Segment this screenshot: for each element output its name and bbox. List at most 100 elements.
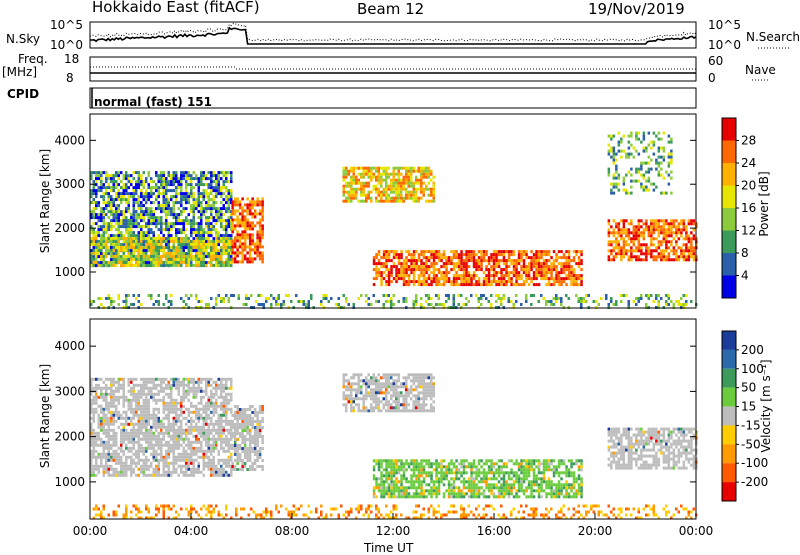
power-cell — [668, 153, 671, 156]
velocity-cell — [113, 423, 116, 426]
power-cell — [220, 195, 223, 198]
power-cell — [533, 262, 536, 265]
power-cell — [573, 259, 576, 262]
power-cell — [388, 250, 391, 253]
power-cell — [635, 168, 638, 171]
power-cell — [208, 177, 211, 180]
power-cell — [150, 195, 153, 198]
power-cell — [385, 200, 388, 203]
power-cell — [480, 253, 483, 256]
power-cell — [113, 213, 116, 216]
velocity-cell — [175, 435, 178, 438]
power-cell — [208, 192, 211, 195]
velocity-cell — [98, 444, 101, 447]
power-cell — [150, 294, 153, 297]
velocity-cell — [148, 402, 151, 405]
power-cell — [310, 297, 313, 300]
velocity-cell — [133, 441, 136, 444]
power-cell — [643, 132, 646, 135]
velocity-cell — [128, 432, 131, 435]
velocity-cell — [160, 456, 163, 459]
power-cell — [249, 224, 252, 227]
power-cell — [665, 258, 668, 261]
power-cell — [190, 174, 193, 177]
power-cell — [225, 207, 228, 210]
power-cell — [350, 176, 353, 179]
power-cell — [663, 234, 666, 237]
power-cell — [168, 255, 171, 258]
power-cell — [635, 297, 638, 300]
velocity-cell — [175, 444, 178, 447]
velocity-cell — [143, 465, 146, 468]
velocity-cell — [185, 468, 188, 471]
power-cell — [200, 222, 203, 225]
power-cell — [125, 189, 128, 192]
power-cell — [118, 216, 121, 219]
velocity-cell — [140, 408, 143, 411]
power-cell — [475, 280, 478, 283]
power-cell — [608, 174, 611, 177]
power-cell — [430, 256, 433, 259]
power-cell — [363, 194, 366, 197]
power-cell — [110, 249, 113, 252]
power-cell — [163, 186, 166, 189]
power-cell — [95, 246, 98, 249]
power-cell — [435, 274, 438, 277]
power-cell — [693, 228, 696, 231]
power-cell — [415, 280, 418, 283]
velocity-cell — [133, 396, 136, 399]
power-cell — [218, 186, 221, 189]
power-cell — [655, 186, 658, 189]
power-cell — [160, 255, 163, 258]
power-cell — [693, 234, 696, 237]
velocity-cell — [148, 390, 151, 393]
power-cell — [488, 268, 491, 271]
power-cell — [495, 280, 498, 283]
power-cell — [210, 297, 213, 300]
power-cell — [236, 239, 239, 242]
velocity-cell — [108, 435, 111, 438]
power-cell — [575, 262, 578, 265]
power-cell — [223, 240, 226, 243]
velocity-cell — [145, 384, 148, 387]
power-cell — [138, 294, 141, 297]
power-cell — [148, 219, 151, 222]
power-cell — [160, 225, 163, 228]
power-cell — [259, 227, 262, 230]
power-cell — [228, 234, 231, 237]
power-cell — [246, 224, 249, 227]
power-cell — [608, 255, 611, 258]
power-cell — [365, 194, 368, 197]
power-cell — [95, 264, 98, 267]
power-cell — [208, 231, 211, 234]
power-cell — [98, 255, 101, 258]
power-cell — [363, 176, 366, 179]
power-cell — [540, 277, 543, 280]
power-cell — [555, 280, 558, 283]
power-cell — [130, 192, 133, 195]
power-cell — [640, 231, 643, 234]
power-cell — [608, 135, 611, 138]
velocity-cell — [123, 438, 126, 441]
power-cell — [668, 240, 671, 243]
power-cell — [113, 204, 116, 207]
power-cell — [148, 198, 151, 201]
power-cell — [223, 243, 226, 246]
power-cell — [425, 170, 428, 173]
power-cell — [395, 173, 398, 176]
power-cell — [655, 237, 658, 240]
power-cell — [445, 265, 448, 268]
velocity-cell — [145, 402, 148, 405]
power-cell — [423, 280, 426, 283]
power-cell — [218, 183, 221, 186]
power-cell — [615, 186, 618, 189]
power-cell — [380, 176, 383, 179]
velocity-cell — [110, 414, 113, 417]
power-cell — [234, 251, 237, 254]
power-cell — [246, 212, 249, 215]
power-cell — [125, 222, 128, 225]
power-cell — [130, 231, 133, 234]
velocity-cell — [175, 411, 178, 414]
power-cell — [423, 194, 426, 197]
power-cell — [690, 252, 693, 255]
